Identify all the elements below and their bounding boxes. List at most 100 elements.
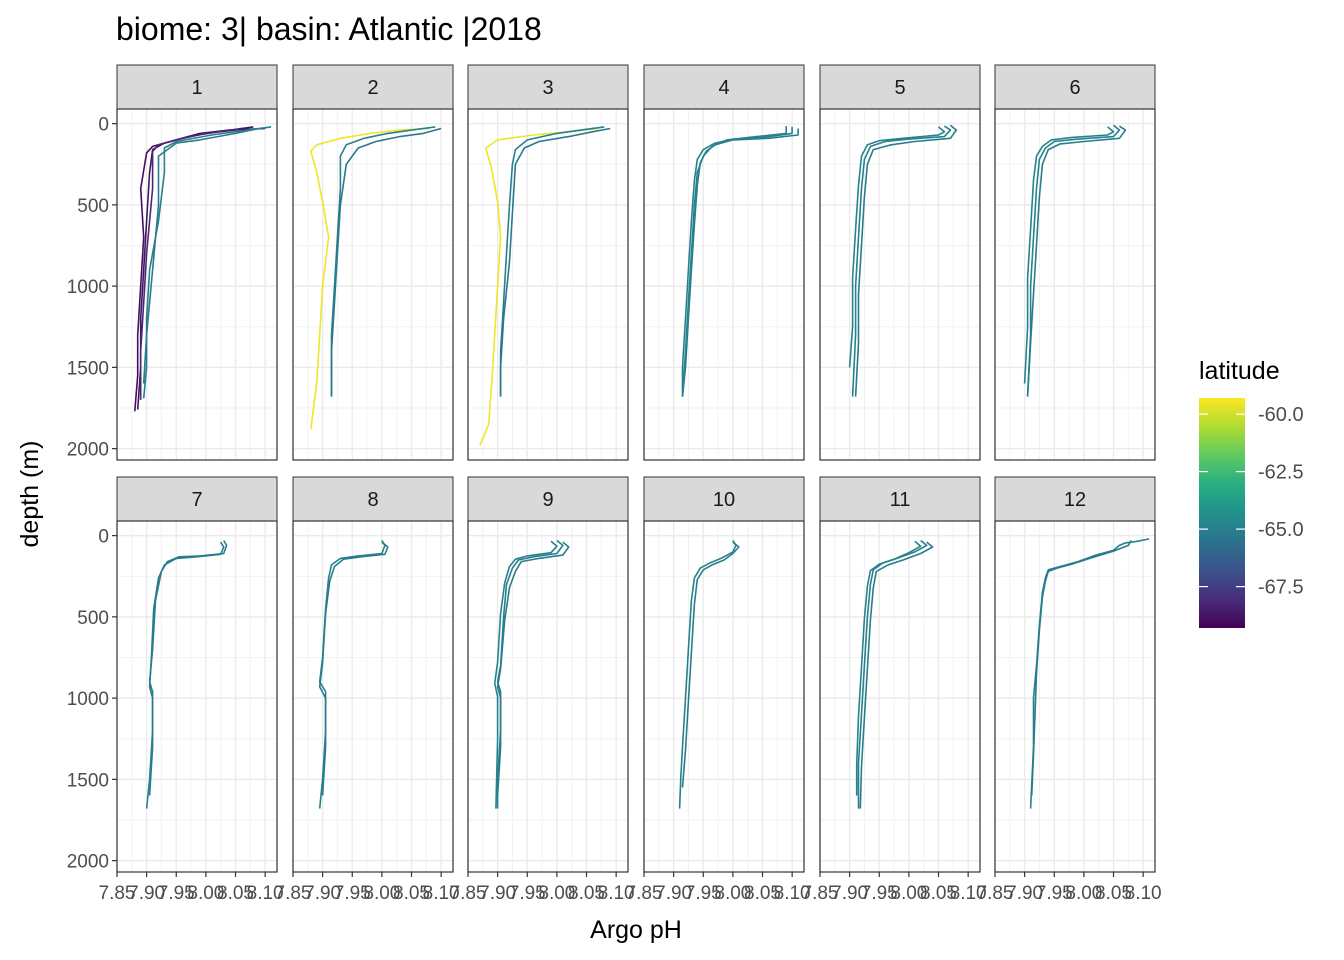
facet-strip-label: 7 [191, 489, 202, 511]
x-tick-label: 8.10 [423, 883, 460, 904]
facet-panel-1: 1 [116, 64, 278, 461]
x-tick-label: 7.95 [685, 883, 722, 904]
facet-strip-label: 5 [894, 77, 905, 99]
x-tick-label: 8.10 [774, 883, 811, 904]
panel-border [643, 108, 805, 461]
legend-tick-label: -62.5 [1258, 462, 1304, 484]
panel-border [292, 520, 454, 873]
series-line [139, 128, 242, 400]
x-tick-label: 7.95 [509, 883, 546, 904]
facet-strip [467, 64, 629, 110]
panel-background [293, 521, 453, 872]
facet-strip-label: 4 [718, 77, 729, 99]
x-tick-label: 7.95 [334, 883, 371, 904]
series-line [1026, 124, 1121, 397]
facet-strip-label: 2 [367, 77, 378, 99]
legend: latitude -60.0 -62.5 -65.0 -67.5 [1199, 357, 1304, 628]
facet-panel-3: 3 [467, 64, 629, 461]
series-line [857, 539, 928, 809]
facet-strip [643, 476, 805, 522]
x-tick-label: 7.95 [861, 883, 898, 904]
series-line [479, 127, 599, 446]
panel-background [293, 109, 453, 460]
x-tick-label: 8.10 [1125, 883, 1162, 904]
legend-colorbar [1199, 398, 1245, 628]
facet-strip-label: 10 [713, 489, 735, 511]
facet-panel-5: 5 [819, 64, 981, 461]
x-tick-label: 8.10 [950, 883, 987, 904]
panel-border [116, 520, 278, 873]
facet-strip [994, 64, 1156, 110]
series-line [493, 540, 558, 809]
facet-strip-label: 11 [890, 489, 911, 511]
legend-tick-label: -65.0 [1258, 519, 1304, 541]
y-axis-title: depth (m) [16, 441, 44, 548]
facet-panel-2: 2 [292, 64, 454, 461]
x-axis-title: Argo pH [590, 916, 682, 944]
x-tick-label: 8.10 [247, 883, 284, 904]
x-tick-label: 7.85 [275, 883, 312, 904]
x-tick-label: 7.85 [450, 883, 487, 904]
x-tick-label: 8.05 [568, 883, 605, 904]
legend-tick-label: -60.0 [1258, 404, 1304, 426]
x-tick-label: 8.05 [920, 883, 957, 904]
y-tick-label: 0 [98, 115, 109, 136]
y-tick-label: 0 [98, 527, 109, 548]
x-tick-label: 8.00 [187, 883, 224, 904]
facet-strip-label: 6 [1069, 77, 1080, 99]
series-line [681, 126, 793, 397]
x-tick-label: 7.95 [158, 883, 195, 904]
series-line [855, 540, 922, 796]
series-line [851, 125, 952, 397]
series-line [318, 541, 389, 796]
series-line [1026, 125, 1127, 397]
series-line [142, 127, 260, 384]
series-line [310, 127, 430, 430]
legend-ticks: -60.0 -62.5 -65.0 -67.5 [1199, 404, 1304, 599]
series-line [859, 541, 934, 809]
y-tick-label: 1500 [67, 358, 109, 379]
x-axis: 7.857.907.958.008.058.107.857.907.958.00… [99, 872, 1162, 904]
facet-panel-10: 10 [643, 476, 805, 873]
facet-strip-label: 1 [191, 77, 202, 99]
facet-strip [467, 476, 629, 522]
y-tick-label: 2000 [67, 852, 109, 873]
x-tick-label: 8.00 [714, 883, 751, 904]
chart-title: biome: 3| basin: Atlantic |2018 [116, 11, 542, 47]
facet-strip [292, 476, 454, 522]
x-tick-label: 7.90 [1006, 883, 1043, 904]
panel-border [116, 108, 278, 461]
panel-background [644, 521, 804, 872]
panel-border [994, 520, 1156, 873]
facet-strip-label: 12 [1064, 489, 1086, 511]
panel-background [468, 521, 628, 872]
panel-border [467, 108, 629, 461]
panel-background [995, 521, 1155, 872]
facet-panel-4: 4 [643, 64, 805, 461]
x-tick-label: 8.00 [538, 883, 575, 904]
facet-strip [116, 64, 278, 110]
x-tick-label: 7.90 [304, 883, 341, 904]
facet-strip [116, 476, 278, 522]
panel-border [643, 520, 805, 873]
series-line [1023, 126, 1115, 384]
series-line [499, 127, 611, 397]
x-tick-label: 8.05 [217, 883, 254, 904]
facet-panel-8: 8 [292, 476, 454, 873]
series-line [1030, 540, 1132, 796]
x-tick-label: 7.85 [99, 883, 136, 904]
panel-border [292, 108, 454, 461]
series-line [678, 540, 737, 809]
x-tick-label: 7.85 [802, 883, 839, 904]
series-line [499, 126, 605, 397]
x-tick-label: 8.00 [890, 883, 927, 904]
x-tick-label: 7.85 [977, 883, 1014, 904]
y-tick-label: 1000 [67, 277, 109, 298]
y-tick-label: 1000 [67, 689, 109, 710]
x-tick-label: 8.00 [1065, 883, 1102, 904]
facet-strip [994, 476, 1156, 522]
y-tick-label: 1500 [67, 770, 109, 791]
facet-panels: 1 2 3 4 5 67 8 9 10 11 12 [116, 64, 1156, 873]
x-tick-label: 7.90 [128, 883, 165, 904]
